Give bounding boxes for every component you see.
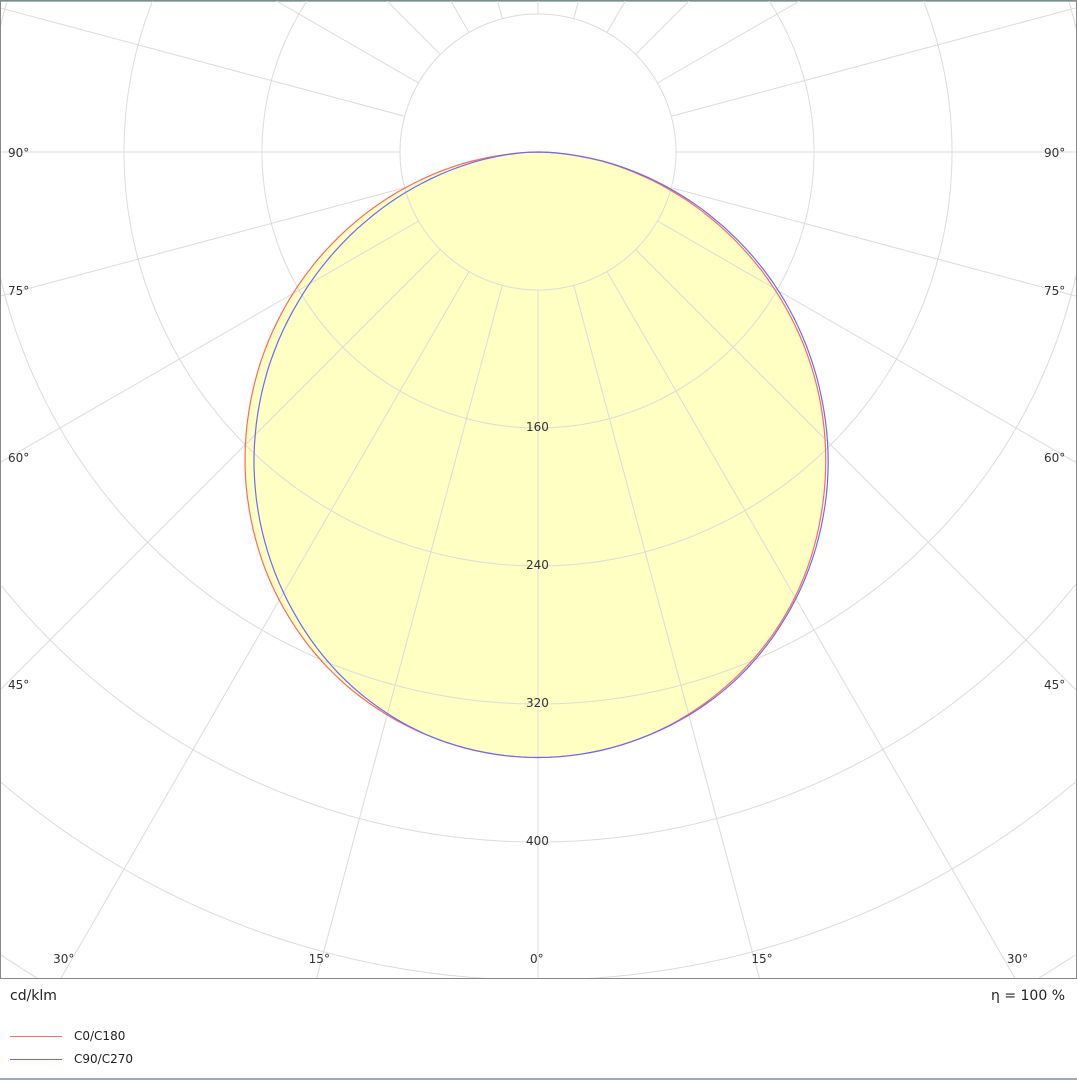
grid-ray-15 <box>573 285 760 979</box>
polar-chart <box>0 0 1077 979</box>
grid-ray-210 <box>449 0 470 33</box>
unit-label: cd/klm <box>10 988 57 1004</box>
radial-tick-label: 240 <box>526 558 549 572</box>
angle-tick-label: 0° <box>530 952 544 966</box>
angle-tick-label: 45° <box>8 678 30 692</box>
legend-item-c90: C90/C270 <box>10 1051 133 1067</box>
grid-ring-160 <box>261 0 815 429</box>
grid-ray-30 <box>606 271 1016 979</box>
angle-tick-label: 90° <box>8 146 30 160</box>
grid-ray-225 <box>385 0 441 55</box>
grid-ring-240 <box>123 0 953 567</box>
grid-ring-560 <box>1 954 1075 979</box>
legend-swatch-c0 <box>10 1035 62 1037</box>
grid-ring-400 <box>1 583 1077 843</box>
grid-ray-45 <box>635 249 1077 691</box>
grid-ray-165 <box>573 0 580 19</box>
grid-ring-480 <box>0 781 1077 979</box>
grid-ray-300 <box>0 220 419 464</box>
grid-ray-285 <box>0 187 405 297</box>
grid-ray-75 <box>671 187 1077 297</box>
grid-ray-60 <box>657 220 1077 464</box>
grid-ray-315 <box>0 249 441 691</box>
angle-tick-label: 60° <box>1044 450 1066 465</box>
angle-tick-label: 60° <box>8 450 30 465</box>
series-line-c90-c270 <box>253 151 829 759</box>
angle-tick-label: 30° <box>1006 952 1029 966</box>
radial-tick-label: 320 <box>526 696 549 710</box>
radial-tick-label: 400 <box>526 834 549 848</box>
grid-ray-240 <box>274 0 419 84</box>
angle-tick-label: 90° <box>1044 146 1066 160</box>
light-distribution-fill <box>245 152 826 758</box>
grid-ray-105 <box>671 7 1077 117</box>
angle-tick-label: 75° <box>8 284 30 299</box>
grid-ray-120 <box>657 0 802 84</box>
legend-label-c90: C90/C270 <box>74 1052 133 1066</box>
legend-item-c0: C0/C180 <box>10 1028 125 1044</box>
grid-ray-255 <box>0 7 405 117</box>
grid-ray-345 <box>316 285 503 979</box>
efficiency-label: η = 100 % <box>991 988 1065 1004</box>
grid-ray-330 <box>60 271 470 979</box>
angle-tick-label: 15° <box>751 952 773 966</box>
angle-tick-label: 75° <box>1044 284 1066 299</box>
legend-swatch-c90 <box>10 1058 62 1060</box>
angle-tick-label: 30° <box>53 952 75 966</box>
legend-label-c0: C0/C180 <box>74 1029 126 1043</box>
grid-ray-195 <box>496 0 503 19</box>
radial-tick-label: 160 <box>526 420 549 434</box>
angle-tick-label: 45° <box>1044 678 1066 692</box>
grid-ray-150 <box>606 0 627 33</box>
grid-ring-320 <box>0 2 1077 705</box>
grid-ray-135 <box>635 0 691 55</box>
angle-tick-label: 15° <box>308 952 330 966</box>
bottom-border <box>0 1078 1077 1080</box>
